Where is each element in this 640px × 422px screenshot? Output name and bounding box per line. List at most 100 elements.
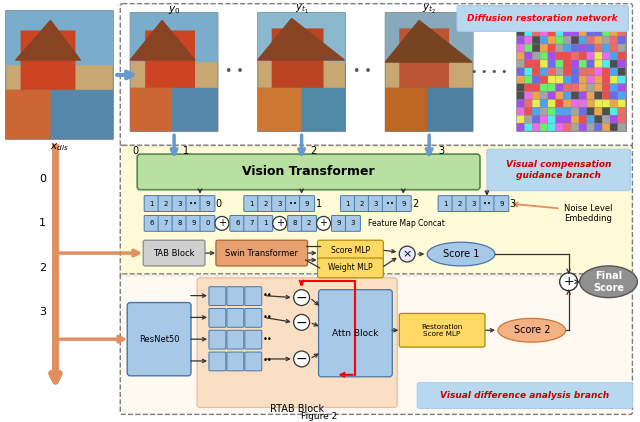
FancyBboxPatch shape <box>556 76 563 83</box>
FancyBboxPatch shape <box>587 52 595 60</box>
FancyBboxPatch shape <box>540 60 548 68</box>
FancyBboxPatch shape <box>216 240 308 266</box>
FancyBboxPatch shape <box>556 60 563 68</box>
FancyBboxPatch shape <box>579 100 586 107</box>
FancyBboxPatch shape <box>258 216 273 231</box>
FancyBboxPatch shape <box>532 108 540 115</box>
FancyBboxPatch shape <box>579 13 586 20</box>
Text: 1: 1 <box>249 200 253 207</box>
Text: Diffusion restoration network: Diffusion restoration network <box>467 14 618 23</box>
FancyBboxPatch shape <box>244 196 259 211</box>
Text: 2: 2 <box>307 220 311 226</box>
Text: +: + <box>218 218 226 228</box>
FancyBboxPatch shape <box>385 13 473 131</box>
FancyBboxPatch shape <box>548 44 556 51</box>
FancyBboxPatch shape <box>610 84 618 91</box>
FancyBboxPatch shape <box>587 76 595 83</box>
FancyBboxPatch shape <box>587 13 595 20</box>
FancyBboxPatch shape <box>287 216 303 231</box>
Text: ••: •• <box>263 357 273 365</box>
FancyBboxPatch shape <box>227 287 244 306</box>
FancyBboxPatch shape <box>572 123 579 131</box>
FancyBboxPatch shape <box>525 100 532 107</box>
FancyBboxPatch shape <box>525 44 532 51</box>
Ellipse shape <box>427 242 495 266</box>
Text: 1: 1 <box>316 199 322 208</box>
FancyBboxPatch shape <box>572 76 579 83</box>
FancyBboxPatch shape <box>258 196 273 211</box>
Text: ••: •• <box>263 335 273 344</box>
FancyBboxPatch shape <box>317 258 383 278</box>
FancyBboxPatch shape <box>245 287 262 306</box>
FancyBboxPatch shape <box>540 52 548 60</box>
FancyBboxPatch shape <box>517 68 524 76</box>
Text: 9: 9 <box>191 220 196 226</box>
FancyBboxPatch shape <box>517 52 524 60</box>
FancyBboxPatch shape <box>525 13 532 20</box>
Text: • •: • • <box>353 65 372 78</box>
FancyBboxPatch shape <box>595 44 602 51</box>
FancyBboxPatch shape <box>540 123 548 131</box>
FancyBboxPatch shape <box>563 108 571 115</box>
FancyBboxPatch shape <box>595 100 602 107</box>
FancyBboxPatch shape <box>532 123 540 131</box>
FancyBboxPatch shape <box>556 100 563 107</box>
Text: +: + <box>319 218 328 228</box>
Ellipse shape <box>215 216 229 230</box>
FancyBboxPatch shape <box>610 44 618 51</box>
FancyBboxPatch shape <box>525 108 532 115</box>
FancyBboxPatch shape <box>517 13 627 131</box>
FancyBboxPatch shape <box>540 84 548 91</box>
FancyBboxPatch shape <box>563 44 571 51</box>
FancyBboxPatch shape <box>572 68 579 76</box>
FancyBboxPatch shape <box>158 216 173 231</box>
Text: $x_{dis}$: $x_{dis}$ <box>50 141 69 153</box>
FancyBboxPatch shape <box>595 116 602 123</box>
Text: $y_{t_1}$: $y_{t_1}$ <box>294 3 308 16</box>
Text: 9: 9 <box>305 200 309 207</box>
FancyBboxPatch shape <box>618 116 625 123</box>
Text: ••: •• <box>263 313 273 322</box>
Text: 3: 3 <box>277 200 282 207</box>
FancyBboxPatch shape <box>548 68 556 76</box>
FancyBboxPatch shape <box>399 314 485 347</box>
FancyBboxPatch shape <box>301 216 317 231</box>
FancyBboxPatch shape <box>532 92 540 99</box>
FancyBboxPatch shape <box>525 76 532 83</box>
FancyBboxPatch shape <box>610 28 618 36</box>
Text: 9: 9 <box>401 200 406 207</box>
FancyBboxPatch shape <box>438 196 453 211</box>
FancyBboxPatch shape <box>200 216 215 231</box>
FancyBboxPatch shape <box>532 44 540 51</box>
Text: 1: 1 <box>444 200 448 207</box>
FancyBboxPatch shape <box>517 76 524 83</box>
FancyBboxPatch shape <box>540 92 548 99</box>
FancyBboxPatch shape <box>556 92 563 99</box>
FancyBboxPatch shape <box>300 196 315 211</box>
FancyBboxPatch shape <box>563 100 571 107</box>
Text: ••: •• <box>263 291 273 300</box>
FancyBboxPatch shape <box>540 36 548 44</box>
Text: 3: 3 <box>374 200 378 207</box>
Text: 9: 9 <box>205 200 210 207</box>
FancyBboxPatch shape <box>197 278 397 408</box>
FancyBboxPatch shape <box>610 92 618 99</box>
Text: RTAB Block: RTAB Block <box>269 404 324 414</box>
Text: +: + <box>563 275 574 288</box>
FancyBboxPatch shape <box>272 196 287 211</box>
FancyBboxPatch shape <box>602 21 610 28</box>
FancyBboxPatch shape <box>6 90 113 139</box>
FancyBboxPatch shape <box>595 52 602 60</box>
Polygon shape <box>130 21 195 60</box>
FancyBboxPatch shape <box>618 108 625 115</box>
FancyBboxPatch shape <box>258 13 346 62</box>
FancyBboxPatch shape <box>618 44 625 51</box>
Ellipse shape <box>559 273 578 291</box>
FancyBboxPatch shape <box>158 196 173 211</box>
FancyBboxPatch shape <box>245 308 262 327</box>
FancyBboxPatch shape <box>517 92 524 99</box>
FancyBboxPatch shape <box>186 196 201 211</box>
FancyBboxPatch shape <box>579 108 586 115</box>
Text: 3: 3 <box>471 200 476 207</box>
FancyBboxPatch shape <box>579 68 586 76</box>
